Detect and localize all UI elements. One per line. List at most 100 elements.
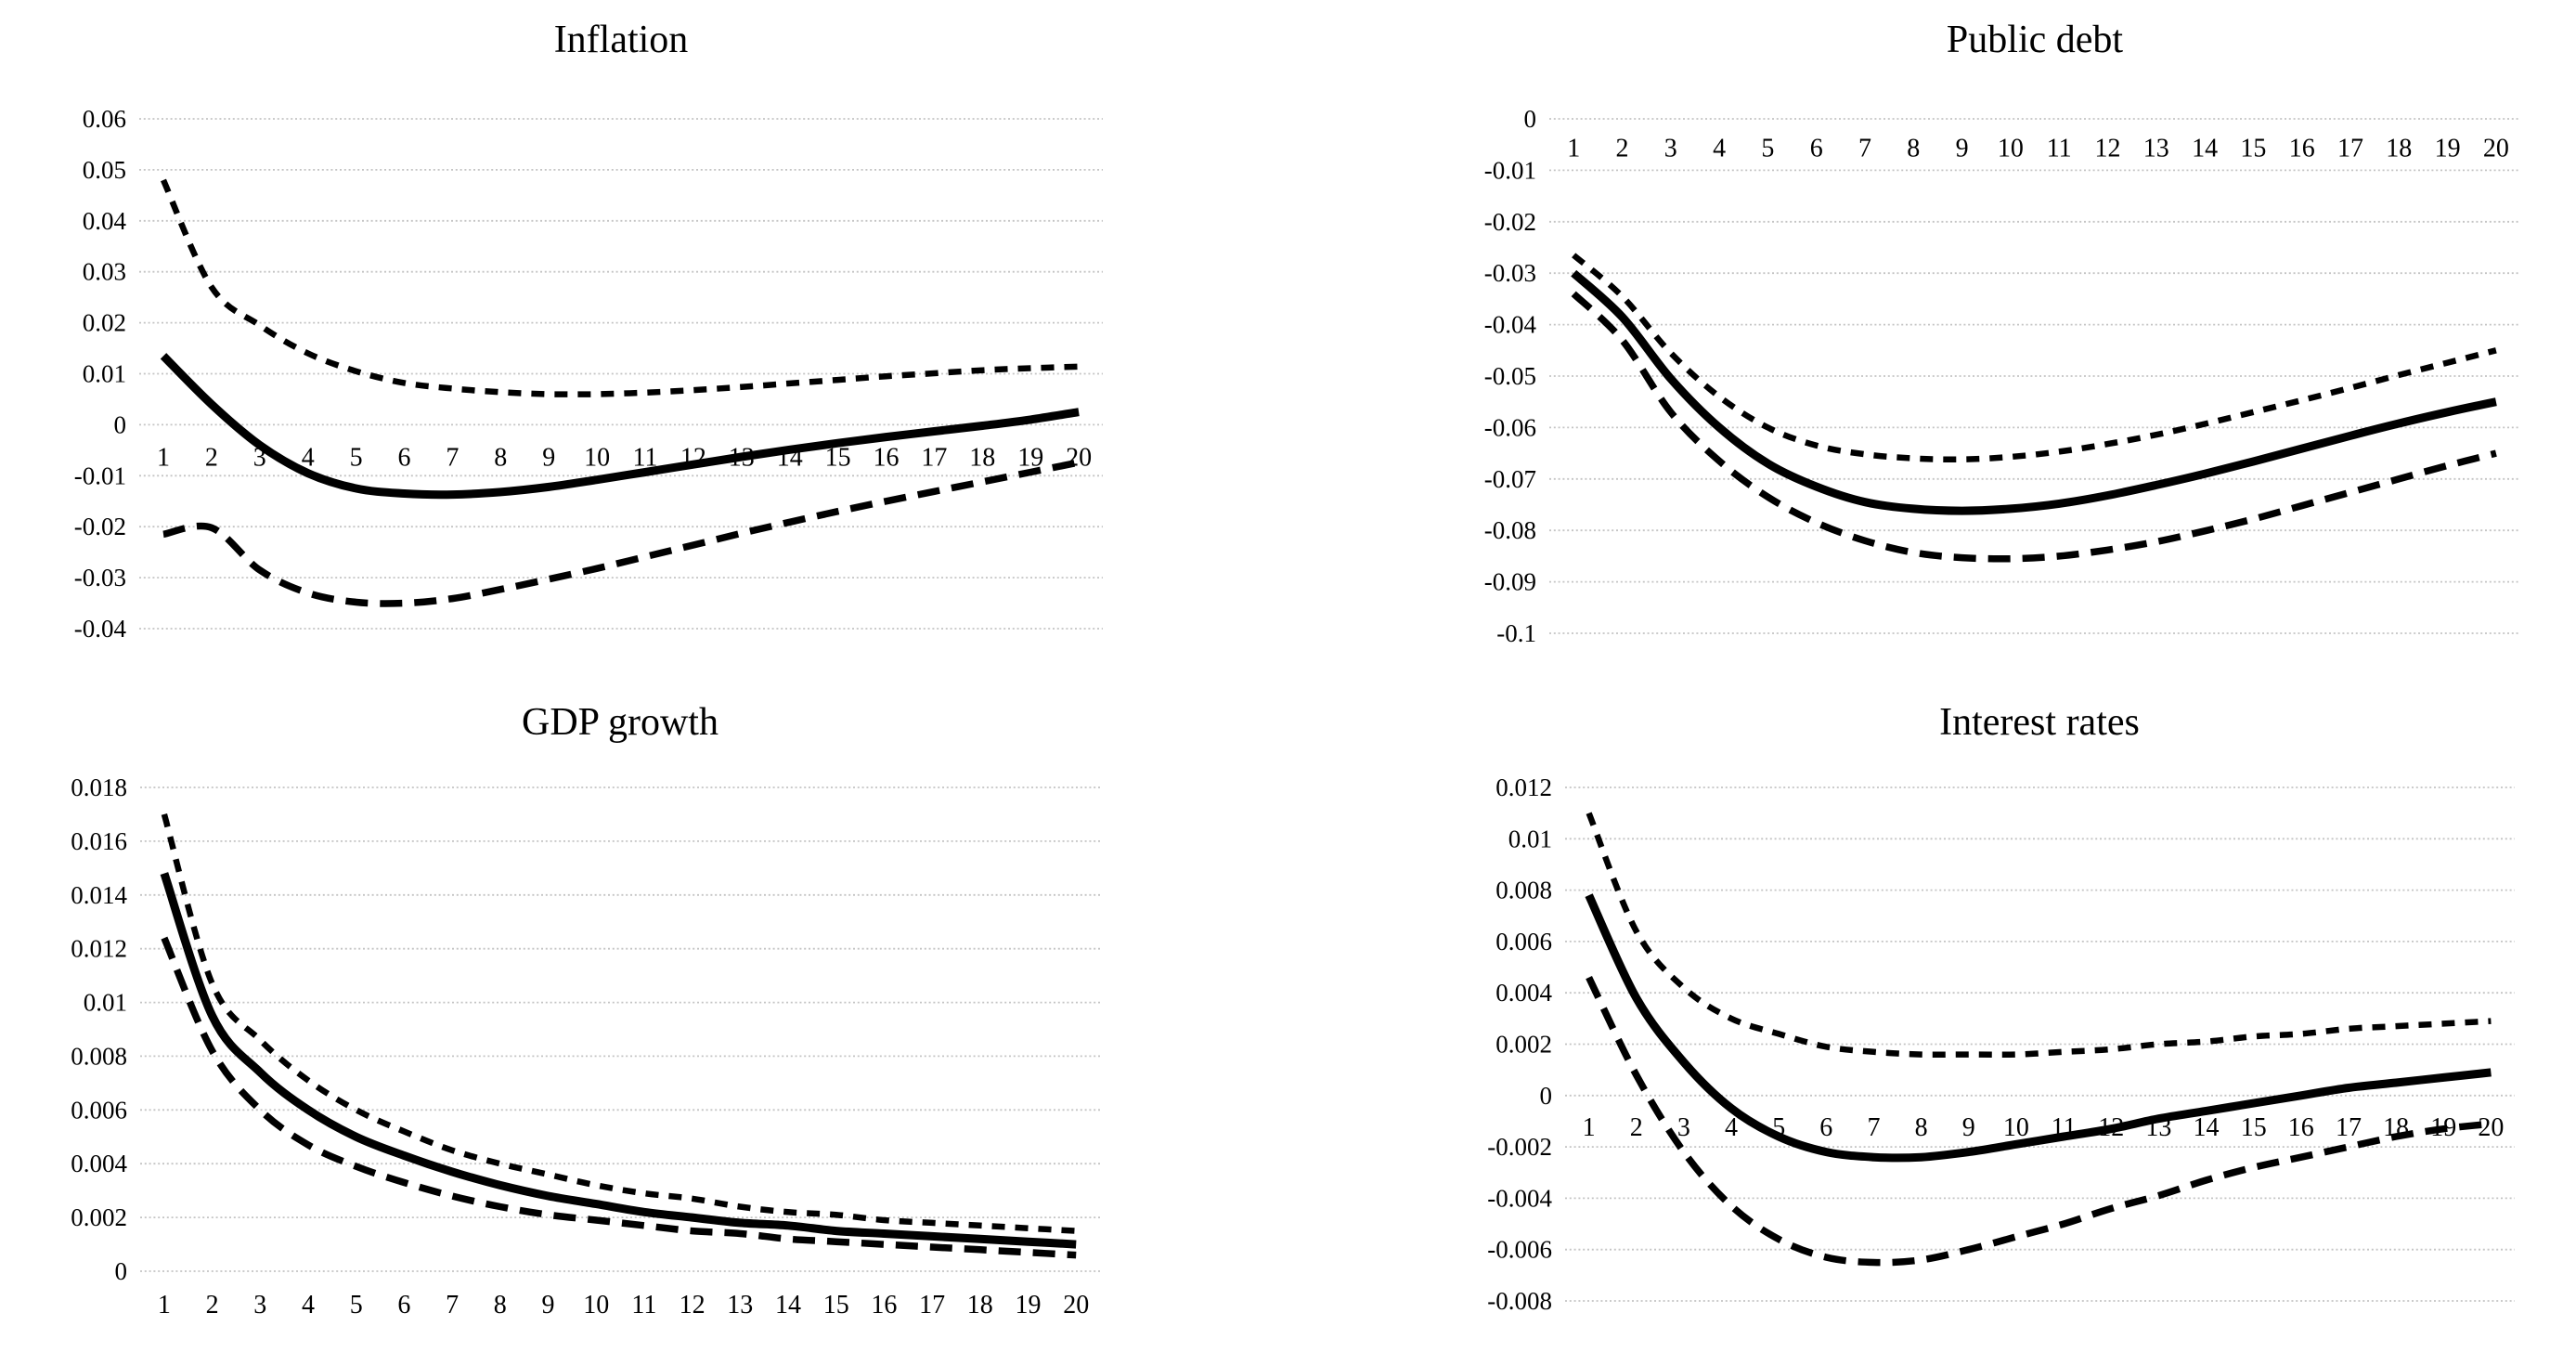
x-tick-label: 5 <box>350 1291 363 1320</box>
x-tick-label: 10 <box>584 443 610 472</box>
x-tick-label: 14 <box>2192 135 2218 163</box>
x-tick-label: 10 <box>1998 135 2024 163</box>
series-median-line <box>160 872 1077 1249</box>
x-tick-label: 20 <box>2478 1113 2504 1142</box>
series-lower_band-line <box>162 459 1080 607</box>
x-axis-tick-labels: 1 2 3 4 5 6 7 8 9 10 11 12 13 14 15 16 17 18 19 20 <box>1567 135 2509 163</box>
x-tick-label: 12 <box>680 1291 705 1320</box>
y-axis-tick-labels: 0 -0.01 -0.02 -0.03 -0.04 -0.05 -0.06 -0.07 -0.0… <box>1484 105 1537 647</box>
chart-title-gdp-growth: GDP growth <box>522 701 718 744</box>
y-tick-label: -0.08 <box>1484 516 1536 544</box>
x-tick-label: 3 <box>253 1291 266 1320</box>
series-upper_band-line <box>1572 253 2497 463</box>
gridlines <box>139 118 1103 630</box>
x-tick-label: 10 <box>2003 1113 2029 1142</box>
y-tick-label: 0.018 <box>71 774 127 801</box>
y-tick-label: 0 <box>114 410 127 438</box>
x-tick-label: 17 <box>2336 1113 2362 1142</box>
y-tick-label: -0.02 <box>74 513 126 540</box>
y-tick-label: 0.06 <box>83 105 126 133</box>
y-tick-label: 0 <box>1524 105 1537 133</box>
y-tick-label: -0.008 <box>1487 1287 1552 1315</box>
gridlines <box>140 786 1100 1272</box>
x-tick-label: 2 <box>206 1291 219 1320</box>
x-tick-label: 16 <box>2288 1113 2314 1142</box>
x-tick-label: 16 <box>874 443 900 472</box>
y-axis-tick-labels: 0.06 0.05 0.04 0.03 0.02 0.01 0 -0.01 -0.02 -0.03… <box>74 105 127 643</box>
x-tick-label: 9 <box>1962 1113 1975 1142</box>
y-tick-label: 0.02 <box>83 309 126 337</box>
x-tick-label: 4 <box>1713 135 1726 163</box>
series-lower_band-line <box>1586 975 2492 1267</box>
chart-title-interest-rates: Interest rates <box>1939 701 2140 744</box>
x-tick-label: 18 <box>2386 135 2412 163</box>
x-tick-label: 11 <box>2047 135 2072 163</box>
x-tick-label: 15 <box>823 1291 849 1320</box>
x-tick-label: 1 <box>1567 135 1580 163</box>
x-tick-label: 20 <box>2483 135 2509 163</box>
y-tick-label: 0.03 <box>83 258 126 286</box>
chart-plot-inflation: 0.06 0.05 0.04 0.03 0.02 0.01 0 -0.01 -0.02 -0.03… <box>74 105 1103 643</box>
x-tick-label: 9 <box>542 443 555 472</box>
x-tick-label: 3 <box>1664 135 1677 163</box>
x-tick-label: 19 <box>1016 1291 1042 1320</box>
x-tick-label: 6 <box>397 1291 410 1320</box>
y-tick-label: -0.09 <box>1484 568 1536 596</box>
y-tick-label: 0.012 <box>71 935 127 963</box>
chart-plot-public-debt: 0 -0.01 -0.02 -0.03 -0.04 -0.05 -0.06 -0.07 -0.0… <box>1484 105 2520 647</box>
y-tick-label: -0.04 <box>1484 311 1537 339</box>
y-tick-label: 0 <box>1540 1082 1553 1110</box>
x-tick-label: 15 <box>2241 1113 2267 1142</box>
x-tick-label: 1 <box>158 1291 171 1320</box>
x-tick-label: 15 <box>2240 135 2266 163</box>
x-tick-label: 12 <box>2095 135 2121 163</box>
x-tick-label: 8 <box>1915 1113 1928 1142</box>
y-tick-label: 0.012 <box>1495 774 1552 801</box>
y-tick-label: -0.01 <box>74 462 126 489</box>
y-tick-label: -0.03 <box>74 564 126 592</box>
series-upper_band-line <box>1586 812 2492 1059</box>
y-tick-label: -0.02 <box>1484 208 1536 236</box>
x-tick-label: 13 <box>2143 135 2169 163</box>
chart-title-public-debt: Public debt <box>1946 19 2124 61</box>
y-tick-label: -0.07 <box>1484 465 1536 493</box>
y-tick-label: 0.006 <box>71 1096 127 1124</box>
x-tick-label: 5 <box>1761 135 1774 163</box>
y-tick-label: 0.002 <box>1495 1031 1552 1059</box>
x-tick-label: 4 <box>302 1291 315 1320</box>
x-tick-label: 8 <box>494 443 507 472</box>
y-tick-label: 0.016 <box>71 827 127 855</box>
gridlines <box>1549 118 2520 634</box>
y-tick-label: -0.06 <box>1484 413 1536 441</box>
y-tick-label: 0.004 <box>71 1150 127 1177</box>
x-tick-label: 7 <box>1868 1113 1881 1142</box>
y-tick-label: 0.004 <box>1495 979 1552 1007</box>
x-tick-label: 9 <box>1956 135 1969 163</box>
chart-public-debt: Public debt 0 -0.01 -0.02 -0.03 -0.04 -0.05 -0… <box>1288 0 2576 682</box>
x-tick-label: 4 <box>1725 1113 1738 1142</box>
y-tick-label: 0.006 <box>1495 928 1552 956</box>
x-tick-label: 4 <box>302 443 315 472</box>
series-lower_band-line <box>161 936 1077 1259</box>
x-tick-label: 10 <box>583 1291 609 1320</box>
x-tick-label: 3 <box>1677 1113 1690 1142</box>
x-tick-label: 19 <box>2435 135 2461 163</box>
y-tick-label: -0.04 <box>74 615 127 643</box>
y-tick-label: 0.04 <box>83 207 127 235</box>
x-tick-label: 2 <box>1616 135 1629 163</box>
x-tick-label: 20 <box>1063 1291 1089 1320</box>
x-tick-label: 17 <box>2337 135 2363 163</box>
x-axis-tick-labels: 1 2 3 4 5 6 7 8 9 10 11 12 13 14 15 16 17 18 19 20 <box>158 1291 1089 1320</box>
y-tick-label: -0.006 <box>1487 1236 1552 1264</box>
series-median-line <box>1585 893 2492 1163</box>
series-upper_band-line <box>161 178 1080 397</box>
y-tick-label: 0.002 <box>71 1203 127 1231</box>
series-median-line <box>1571 269 2497 515</box>
x-tick-label: 8 <box>494 1291 507 1320</box>
x-tick-label: 2 <box>205 443 218 472</box>
x-tick-label: 11 <box>631 1291 656 1320</box>
x-tick-label: 6 <box>398 443 411 472</box>
chart-plot-interest-rates: 0.012 0.01 0.008 0.006 0.004 0.002 0 -0.002 -0.0… <box>1487 774 2515 1315</box>
y-tick-label: -0.01 <box>1484 156 1536 184</box>
